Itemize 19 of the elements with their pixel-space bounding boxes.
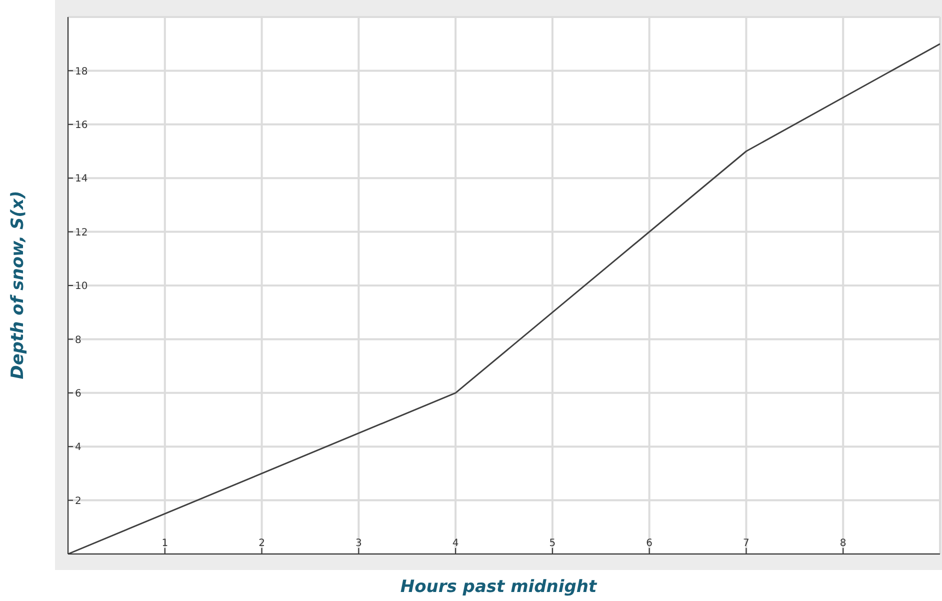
y-tick-label: 2	[75, 496, 82, 507]
x-tick-label: 2	[258, 538, 265, 549]
y-tick-label: 16	[75, 120, 88, 131]
x-tick-label: 6	[646, 538, 653, 549]
y-tick-label: 4	[75, 442, 82, 454]
y-tick-label: 12	[75, 227, 88, 238]
x-tick-label: 5	[549, 538, 556, 549]
x-tick-label: 7	[743, 538, 750, 549]
y-tick-label: 10	[75, 281, 88, 292]
y-tick-label: 18	[75, 66, 88, 78]
y-axis-title: Depth of snow, S(x)	[8, 190, 28, 380]
y-tick-label: 14	[75, 174, 88, 185]
x-tick-label: 4	[452, 538, 459, 549]
y-tick-label: 6	[75, 388, 82, 400]
x-tick-label: 1	[162, 538, 168, 549]
y-tick-label: 8	[75, 334, 82, 346]
x-axis-title: Hours past midnight	[399, 577, 598, 597]
x-tick-label: 3	[355, 538, 362, 549]
x-tick-label: 8	[840, 538, 846, 549]
